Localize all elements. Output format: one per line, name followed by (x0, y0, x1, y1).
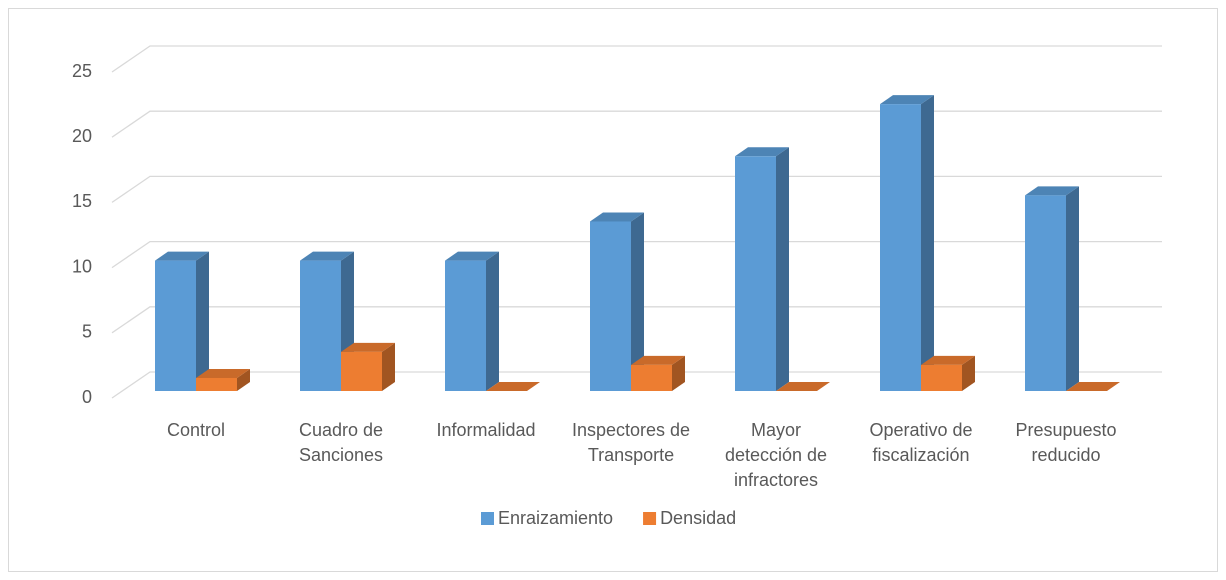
bar-face (1025, 195, 1066, 391)
bar-face (341, 351, 382, 391)
bar-face (735, 156, 776, 391)
bar-face (631, 355, 685, 365)
grid-line (111, 240, 1162, 269)
bar (300, 251, 354, 391)
bar (486, 382, 540, 391)
x-tick-label: Presupuesto reducido (1015, 420, 1117, 465)
x-tick-label: Mayor detección de infractores (724, 420, 828, 490)
bar-face (445, 260, 486, 391)
bar (1025, 186, 1079, 391)
bar-face (1066, 186, 1079, 391)
x-tick-label: Inspectores de Transporte (571, 420, 691, 465)
grid-line (111, 175, 1162, 203)
bar-face (921, 364, 962, 391)
bar-face (962, 355, 975, 391)
bar-face (341, 342, 395, 352)
bar-face (776, 382, 830, 391)
bar-face (155, 251, 209, 261)
grid-line (111, 371, 1162, 399)
bar (880, 95, 934, 392)
bar-face (196, 368, 250, 378)
bar-face (300, 251, 354, 261)
bar (590, 212, 644, 391)
y-tick-label: 10 (72, 256, 92, 276)
legend-swatch (643, 512, 657, 525)
x-tick-label: Informalidad (436, 420, 536, 440)
bar (776, 382, 830, 391)
bar (341, 342, 395, 391)
bar-face (921, 95, 934, 392)
legend-label: Enraizamiento (498, 508, 613, 528)
bar (1066, 382, 1120, 391)
bar-face (631, 212, 644, 391)
bar-face (921, 355, 975, 365)
bar (445, 251, 499, 391)
bar-face (672, 355, 685, 391)
bar-face (1066, 382, 1120, 391)
bar-face (445, 251, 499, 261)
x-tick-label: Control (166, 420, 226, 440)
bar-face (155, 260, 196, 391)
bar (921, 355, 975, 391)
bar (155, 251, 209, 391)
legend-swatch (481, 512, 494, 525)
legend-label: Densidad (660, 508, 736, 528)
grid-line (111, 45, 1162, 73)
bar-face (382, 342, 395, 391)
bar-face (776, 147, 789, 391)
grid-line (111, 306, 1162, 334)
y-tick-label: 5 (82, 322, 92, 342)
bar-face (300, 260, 341, 391)
bar-face (486, 251, 499, 391)
bar-face (196, 251, 209, 391)
bar-face (196, 377, 237, 391)
bar-face (631, 364, 672, 391)
bar-face (880, 95, 934, 105)
bar-face (880, 104, 921, 392)
y-tick-label: 20 (72, 126, 92, 146)
bar-face (486, 382, 540, 391)
x-tick-label: Operativo de fiscalización (869, 420, 973, 465)
bar-face (1025, 186, 1079, 196)
bar-face (735, 147, 789, 157)
bar-face (237, 368, 250, 391)
chart-border (8, 8, 1218, 572)
bar (196, 368, 250, 391)
y-tick-label: 25 (72, 61, 92, 81)
bar (735, 147, 789, 391)
y-tick-label: 15 (72, 191, 92, 211)
bar-face (590, 221, 631, 391)
bar-face (590, 212, 644, 222)
bar (631, 355, 685, 391)
grid-line (111, 110, 1162, 138)
x-tick-label: Cuadro de Sanciones (298, 420, 384, 465)
y-tick-label: 0 (82, 387, 92, 407)
